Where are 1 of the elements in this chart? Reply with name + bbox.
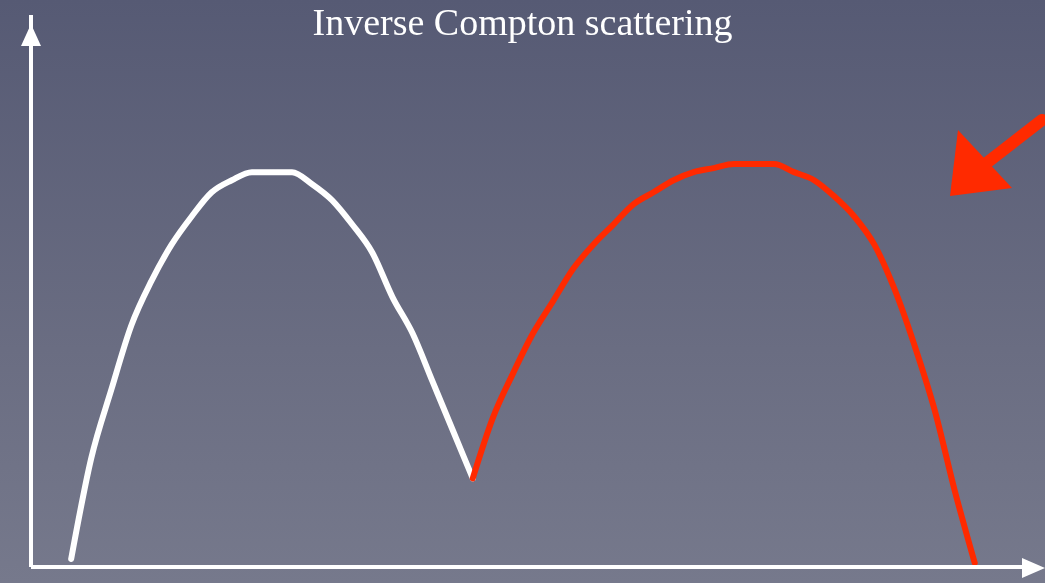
chart-title: Inverse Compton scattering [311, 0, 734, 44]
